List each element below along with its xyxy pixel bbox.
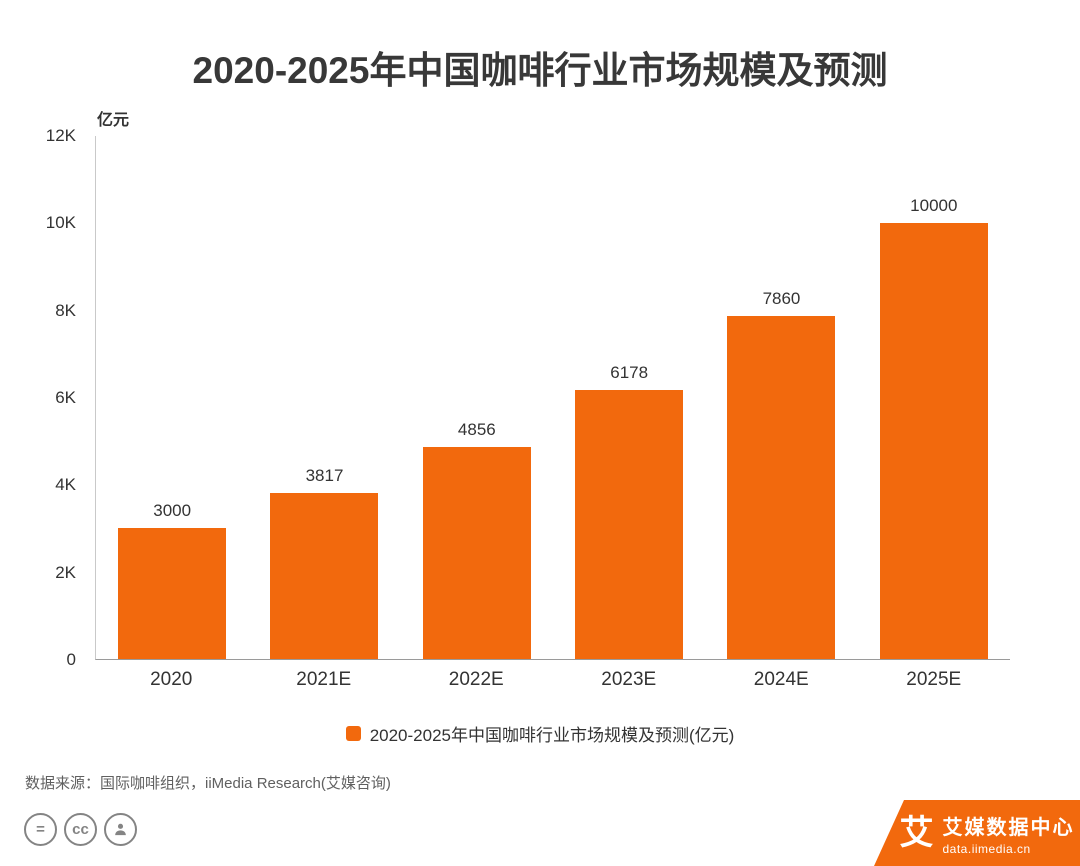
legend[interactable]: 2020-2025年中国咖啡行业市场规模及预测(亿元) [0, 721, 1080, 746]
y-tick-label: 8K [55, 300, 76, 320]
license-icons: = cc [24, 813, 137, 846]
y-axis: 12K 10K 8K 6K 4K 2K 0 [0, 126, 88, 669]
y-tick-label: 10K [45, 213, 76, 233]
bar[interactable] [879, 223, 988, 659]
y-tick-label: 2K [55, 562, 76, 582]
bar-value-label: 10000 [910, 196, 958, 216]
bar[interactable] [575, 389, 684, 659]
bar-value-label: 3817 [305, 465, 344, 485]
brand-text-block: 艾媒数据中心 data.iimedia.cn [943, 811, 1075, 856]
bar[interactable] [422, 447, 531, 659]
brand-url[interactable]: data.iimedia.cn [942, 841, 1031, 856]
bar-value-label: 4856 [457, 420, 496, 440]
bar-group: 6178 [553, 136, 705, 659]
y-axis-unit-label: 亿元 [97, 112, 130, 129]
data-source-note: 数据来源：国际咖啡组织，iiMedia Research(艾媒咨询) [25, 775, 391, 792]
person-glyph [115, 823, 126, 836]
person-icon [104, 813, 137, 846]
cc-glyph: cc [72, 821, 89, 838]
x-tick-label: 2025E [906, 669, 962, 690]
x-tick-label: 2022E [448, 669, 504, 690]
bar-group: 10000 [858, 136, 1010, 659]
bar-group: 3817 [248, 136, 400, 659]
y-tick-label: 0 [66, 650, 76, 669]
x-tick-label: 2023E [601, 669, 657, 690]
bar-group: 7860 [705, 136, 857, 659]
bar-group: 4856 [401, 136, 553, 659]
page-title: 2020-2025年中国咖啡行业市场规模及预测 [192, 50, 888, 91]
bar-group: 3000 [96, 136, 248, 659]
x-tick-label: 2024E [753, 669, 809, 690]
y-tick-label: 6K [55, 388, 76, 407]
legend-label: 2020-2025年中国咖啡行业市场规模及预测(亿元) [369, 726, 735, 745]
iimedia-logo-icon: 艾 [899, 814, 934, 852]
bar[interactable] [270, 492, 379, 659]
y-tick-label: 4K [55, 475, 76, 495]
iimedia-brand-banner[interactable]: 艾 艾媒数据中心 data.iimedia.cn [874, 800, 1080, 866]
bar-value-label: 6178 [610, 362, 649, 382]
plot-area: 3000 3817 4856 6178 7860 10000 [95, 136, 1010, 660]
legend-marker-icon [345, 726, 361, 741]
x-tick-label: 2021E [296, 669, 352, 690]
x-axis-labels: 2020 2021E 2022E 2023E 2024E 2025E [95, 669, 1010, 691]
bar-value-label: 7860 [762, 289, 801, 309]
bar-value-label: 3000 [153, 501, 192, 521]
x-tick-label: 2020 [150, 669, 193, 690]
cc-icon: cc [64, 813, 97, 846]
bar[interactable] [118, 528, 227, 659]
brand-name: 艾媒数据中心 [942, 816, 1075, 839]
bar[interactable] [727, 316, 836, 659]
equals-icon: = [24, 813, 57, 846]
y-tick-label: 12K [45, 126, 76, 145]
equals-glyph: = [36, 821, 45, 838]
